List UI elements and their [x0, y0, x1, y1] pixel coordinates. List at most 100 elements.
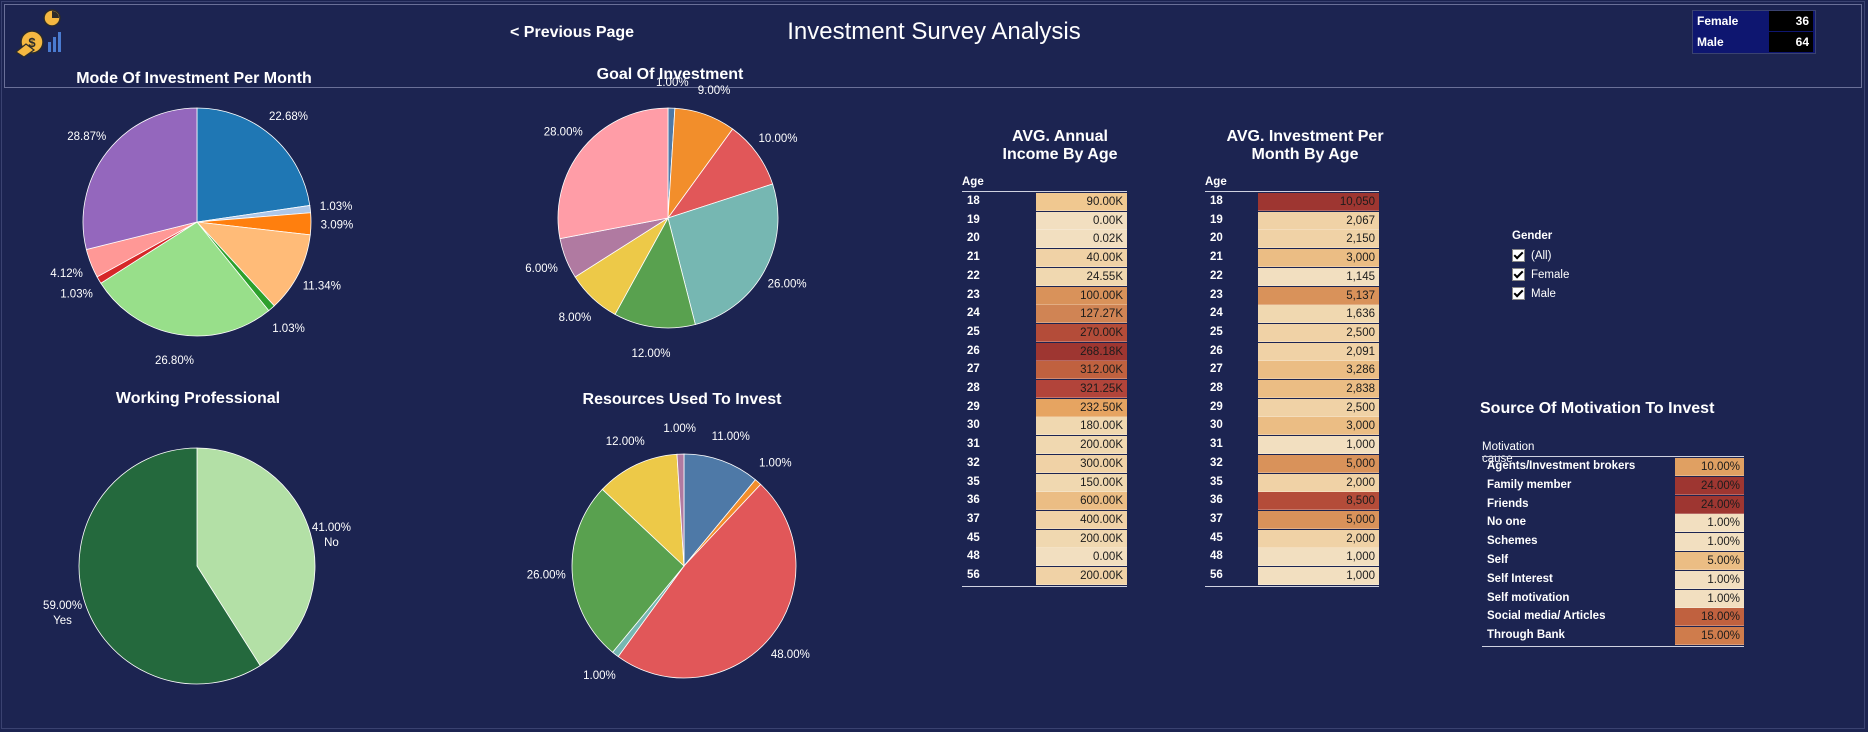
income-age-value[interactable]: 0.02K: [1036, 230, 1127, 249]
mode-pie-slice-8[interactable]: [82, 107, 198, 250]
investment-table-header: Age: [1205, 176, 1227, 188]
checkbox-checked-icon[interactable]: [1512, 249, 1525, 262]
table-row: 18 10,050: [1205, 193, 1379, 212]
income-age-value[interactable]: 321.25K: [1036, 380, 1127, 398]
resources-pie-slice-5[interactable]: [601, 453, 685, 567]
motivation-value[interactable]: 18.00%: [1675, 608, 1744, 627]
investment-age-value[interactable]: 10,050: [1258, 193, 1379, 211]
table-row: 31 200.00K: [962, 436, 1127, 455]
working-pie-label-1: 59.00%: [43, 600, 82, 612]
income-age-value[interactable]: 180.00K: [1036, 417, 1127, 436]
table-row: 27 3,286: [1205, 361, 1379, 380]
investment-table-title: AVG. Investment Per Month By Age: [1205, 128, 1405, 164]
motivation-label: No one: [1487, 516, 1526, 529]
gender-option-male[interactable]: Male: [1512, 284, 1569, 303]
investment-age-value[interactable]: 2,091: [1258, 342, 1379, 361]
motivation-value[interactable]: 10.00%: [1675, 458, 1744, 476]
resources-pie-slice-4[interactable]: [571, 488, 685, 653]
investment-age-value[interactable]: 1,000: [1258, 436, 1379, 455]
investment-age-value[interactable]: 2,838: [1258, 380, 1379, 398]
income-age-value[interactable]: 312.00K: [1036, 361, 1127, 380]
checkbox-checked-icon[interactable]: [1512, 268, 1525, 281]
resources-pie-slice-0[interactable]: [683, 453, 756, 568]
income-age-value[interactable]: 232.50K: [1036, 398, 1127, 417]
income-age-label: 48: [967, 550, 980, 563]
income-age-label: 45: [967, 531, 980, 544]
gender-option-female[interactable]: Female: [1512, 265, 1569, 284]
investment-age-value[interactable]: 2,500: [1258, 398, 1379, 417]
income-age-value[interactable]: 127.27K: [1036, 305, 1127, 324]
investment-age-value[interactable]: 5,000: [1258, 510, 1379, 529]
investment-age-value[interactable]: 3,000: [1258, 249, 1379, 268]
income-age-value[interactable]: 90.00K: [1036, 193, 1127, 211]
resources-pie-slice-2[interactable]: [617, 483, 797, 679]
goal-pie-slice-7[interactable]: [557, 107, 669, 240]
motivation-value[interactable]: 1.00%: [1675, 589, 1744, 608]
previous-page-link[interactable]: < Previous Page: [510, 24, 635, 41]
investment-age-label: 30: [1210, 419, 1223, 432]
motivation-value[interactable]: 15.00%: [1675, 627, 1744, 646]
goal-pie-slice-3[interactable]: [667, 183, 779, 326]
income-age-value[interactable]: 200.00K: [1036, 529, 1127, 548]
gender-option-all[interactable]: (All): [1512, 246, 1569, 265]
income-age-value[interactable]: 400.00K: [1036, 510, 1127, 529]
table-row: Friends 24.00%: [1482, 495, 1744, 515]
investment-age-value[interactable]: 5,137: [1258, 286, 1379, 305]
income-age-value[interactable]: 40.00K: [1036, 249, 1127, 268]
income-age-value[interactable]: 0.00K: [1036, 211, 1127, 230]
income-age-value[interactable]: 268.18K: [1036, 342, 1127, 361]
motivation-value[interactable]: 24.00%: [1675, 476, 1744, 495]
investment-age-label: 25: [1210, 325, 1223, 338]
table-row: 24 127.27K: [962, 305, 1127, 324]
mode-pie-slice-3[interactable]: [195, 221, 311, 307]
income-age-value[interactable]: 24.55K: [1036, 267, 1127, 286]
investment-age-value[interactable]: 1,000: [1258, 548, 1379, 567]
income-age-label: 35: [967, 475, 980, 488]
income-age-value[interactable]: 300.00K: [1036, 454, 1127, 473]
investment-age-value[interactable]: 1,636: [1258, 305, 1379, 324]
table-bottom-line: [1205, 585, 1379, 587]
working-pie-slice-0[interactable]: [196, 447, 316, 667]
motivation-value[interactable]: 5.00%: [1675, 552, 1744, 570]
investment-age-value[interactable]: 2,000: [1258, 473, 1379, 492]
motivation-value[interactable]: 1.00%: [1675, 533, 1744, 552]
motivation-label: Social media/ Articles: [1487, 610, 1606, 623]
investment-age-value[interactable]: 2,067: [1258, 211, 1379, 230]
investment-age-value[interactable]: 1,000: [1258, 567, 1379, 585]
investment-age-value[interactable]: 1,145: [1258, 267, 1379, 286]
resources-pie-label-5: 12.00%: [606, 436, 645, 448]
goal-pie-label-5: 8.00%: [559, 312, 592, 324]
income-age-value[interactable]: 600.00K: [1036, 492, 1127, 511]
income-age-value[interactable]: 270.00K: [1036, 323, 1127, 342]
income-age-value[interactable]: 200.00K: [1036, 436, 1127, 455]
investment-age-value[interactable]: 2,150: [1258, 230, 1379, 249]
motivation-value[interactable]: 1.00%: [1675, 514, 1744, 533]
motivation-value[interactable]: 24.00%: [1675, 495, 1744, 514]
mode-pie-slice-5[interactable]: [100, 221, 270, 337]
resources-pie-slice-6[interactable]: [676, 453, 685, 567]
investment-age-value[interactable]: 3,000: [1258, 417, 1379, 436]
working-pie-slice-1[interactable]: [78, 447, 261, 685]
investment-age-value[interactable]: 5,000: [1258, 454, 1379, 473]
income-age-value[interactable]: 0.00K: [1036, 548, 1127, 567]
mode-pie-label-3: 11.34%: [303, 280, 341, 292]
investment-age-value[interactable]: 2,500: [1258, 323, 1379, 342]
table-row: 19 0.00K: [962, 211, 1127, 231]
income-age-value[interactable]: 150.00K: [1036, 473, 1127, 492]
investment-age-value[interactable]: 3,286: [1258, 361, 1379, 380]
female-count-row: Female 36: [1693, 11, 1815, 31]
table-row: 29 232.50K: [962, 398, 1127, 418]
table-row: 36 8,500: [1205, 492, 1379, 511]
gender-filter-title: Gender: [1512, 230, 1553, 242]
investment-age-value[interactable]: 8,500: [1258, 492, 1379, 511]
table-row: Through Bank 15.00%: [1482, 627, 1744, 646]
table-row: 19 2,067: [1205, 211, 1379, 231]
checkbox-checked-icon[interactable]: [1512, 287, 1525, 300]
investment-age-value[interactable]: 2,000: [1258, 529, 1379, 548]
income-age-value[interactable]: 100.00K: [1036, 286, 1127, 305]
goal-pie-slice-4[interactable]: [614, 216, 696, 329]
motivation-value[interactable]: 1.00%: [1675, 570, 1744, 589]
income-age-value[interactable]: 200.00K: [1036, 567, 1127, 585]
income-age-label: 28: [967, 382, 980, 394]
mode-pie-slice-0[interactable]: [196, 107, 311, 223]
